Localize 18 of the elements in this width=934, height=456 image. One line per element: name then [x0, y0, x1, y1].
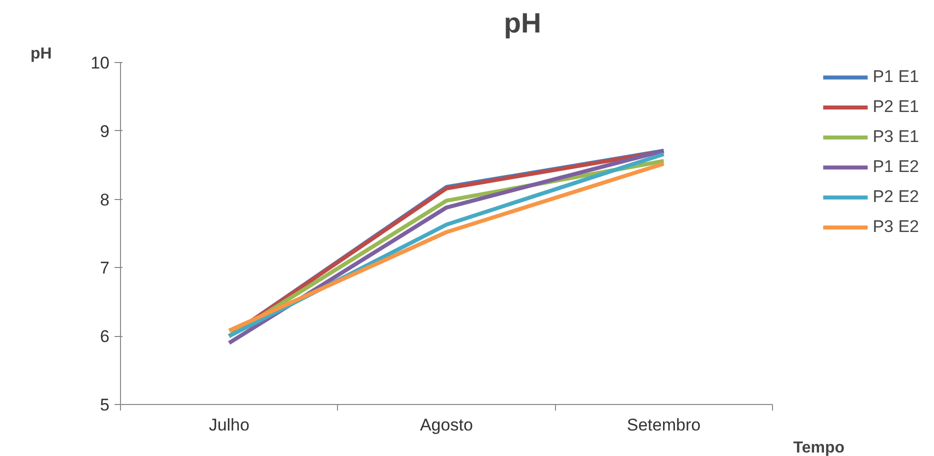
- y-tick-label: 7: [100, 258, 110, 278]
- y-tick-label: 9: [100, 122, 110, 141]
- y-tick-label: 5: [100, 396, 110, 414]
- legend-label: P1 E2: [872, 157, 919, 177]
- legend-label: P2 E2: [872, 187, 919, 207]
- x-tick-label: Julho: [208, 416, 250, 434]
- legend-label: P3 E2: [872, 217, 919, 237]
- y-tick-label: 6: [100, 327, 110, 346]
- y-axis-title: pH: [30, 46, 52, 62]
- y-tick-label: 10: [90, 54, 110, 72]
- x-axis-title: Tempo: [793, 440, 845, 456]
- y-tick-label: 8: [100, 190, 110, 210]
- x-tick-label: Agosto: [420, 416, 473, 434]
- legend-label: P1 E1: [872, 67, 919, 87]
- chart-title: pH: [504, 8, 542, 38]
- legend-label: P2 E1: [872, 97, 919, 117]
- x-tick-label: Setembro: [626, 416, 701, 434]
- legend-label: P3 E1: [872, 127, 919, 147]
